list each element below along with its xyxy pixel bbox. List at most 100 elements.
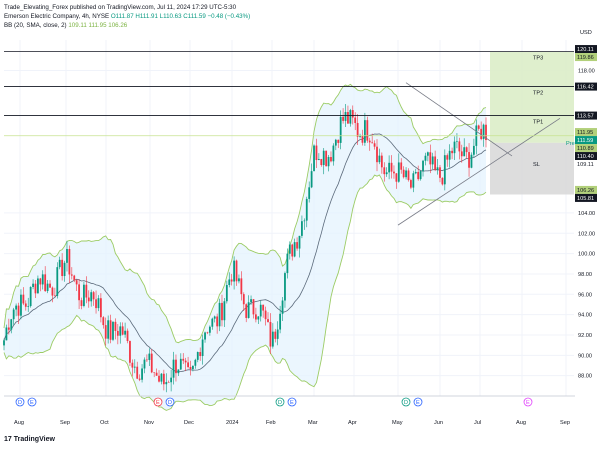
candle xyxy=(24,303,27,307)
price-tag-value: 111.95 xyxy=(577,130,593,136)
candle xyxy=(245,304,248,318)
stop-loss-zone xyxy=(490,142,574,195)
candle xyxy=(68,249,71,275)
event-marker xyxy=(27,397,37,407)
candle xyxy=(480,128,483,140)
candle xyxy=(441,177,444,185)
candle xyxy=(320,159,323,166)
candle xyxy=(73,275,76,281)
price-tag xyxy=(575,82,597,91)
candle xyxy=(305,198,308,221)
candle xyxy=(80,300,83,306)
candle xyxy=(349,110,352,124)
price-tag-value: 116.42 xyxy=(577,85,594,91)
price-tag-value: 110.40 xyxy=(577,154,594,160)
zone-label-tp2: TP2 xyxy=(533,91,543,97)
candle xyxy=(213,316,216,319)
candle xyxy=(208,326,211,333)
candle xyxy=(264,310,267,320)
candle xyxy=(383,167,386,175)
candle xyxy=(56,267,59,296)
price-tag-value: 105.81 xyxy=(577,196,594,202)
price-tag-value: 109.11 xyxy=(577,162,594,168)
candle xyxy=(458,141,461,152)
x-tick-label: Sep xyxy=(60,420,70,426)
bollinger-band-fill xyxy=(4,84,486,411)
price-tag xyxy=(575,45,597,54)
ohlc-high: H111.91 xyxy=(135,13,158,20)
chart-header: Trade_Elevating_Forex published on Tradi… xyxy=(4,3,584,30)
candle xyxy=(429,152,432,165)
candle xyxy=(443,155,446,185)
candle xyxy=(405,170,407,178)
event-marker xyxy=(153,397,163,407)
candle xyxy=(116,330,119,336)
candle xyxy=(465,147,468,153)
candle xyxy=(34,283,37,294)
candle xyxy=(15,305,18,310)
candle xyxy=(126,330,129,342)
candle xyxy=(286,253,289,274)
candle xyxy=(334,139,337,146)
candle xyxy=(354,117,357,123)
event-marker xyxy=(165,397,175,407)
tradingview-icon: 17 xyxy=(4,436,12,443)
zone-label-sl: SL xyxy=(533,162,540,168)
candle xyxy=(378,155,381,163)
x-tick-label: May xyxy=(392,420,403,426)
candle xyxy=(27,306,30,307)
price-tag-value: 113.57 xyxy=(577,114,594,120)
price-tag-value: 106.26 xyxy=(577,188,594,194)
candle xyxy=(5,327,8,341)
candle xyxy=(317,159,320,161)
candle xyxy=(359,135,361,137)
event-marker xyxy=(523,397,533,407)
candle xyxy=(271,331,274,347)
event-marker-label: E xyxy=(526,400,530,406)
x-tick-label: Sep xyxy=(560,420,570,426)
candle xyxy=(17,305,20,316)
candle xyxy=(92,292,95,300)
candle xyxy=(417,171,420,180)
candle xyxy=(456,141,458,142)
price-tag xyxy=(575,128,597,137)
price-tag xyxy=(575,185,597,194)
candle xyxy=(439,167,441,178)
candle xyxy=(228,279,231,286)
candle xyxy=(32,283,34,287)
candle xyxy=(165,382,168,385)
candle xyxy=(189,367,192,370)
y-tick-label: 104.00 xyxy=(578,211,595,217)
candle xyxy=(276,329,279,339)
candle xyxy=(49,283,51,288)
x-tick-label: Nov xyxy=(144,420,154,426)
candle xyxy=(235,260,238,282)
y-tick-label: 100.00 xyxy=(578,252,595,258)
candle xyxy=(182,358,185,361)
candle xyxy=(150,353,153,373)
candle xyxy=(269,321,272,347)
candle xyxy=(44,274,47,292)
candle xyxy=(279,313,282,330)
ohlc-close: C111.59 xyxy=(183,13,206,20)
event-marker xyxy=(287,397,297,407)
candle xyxy=(267,319,269,322)
candle xyxy=(148,353,151,360)
candle xyxy=(303,220,306,222)
candle xyxy=(172,359,175,378)
candle xyxy=(155,372,158,376)
candle xyxy=(170,377,173,383)
candle xyxy=(400,162,403,170)
lower-trendline xyxy=(397,117,561,226)
candle xyxy=(201,339,204,357)
candle xyxy=(274,331,277,339)
candle xyxy=(313,145,315,172)
y-tick-label: 88.00 xyxy=(578,374,592,380)
price-tag xyxy=(575,193,597,202)
candle xyxy=(146,359,148,361)
candle xyxy=(410,180,412,188)
candle xyxy=(192,365,194,370)
price-tag xyxy=(575,53,597,62)
candle xyxy=(107,320,110,339)
